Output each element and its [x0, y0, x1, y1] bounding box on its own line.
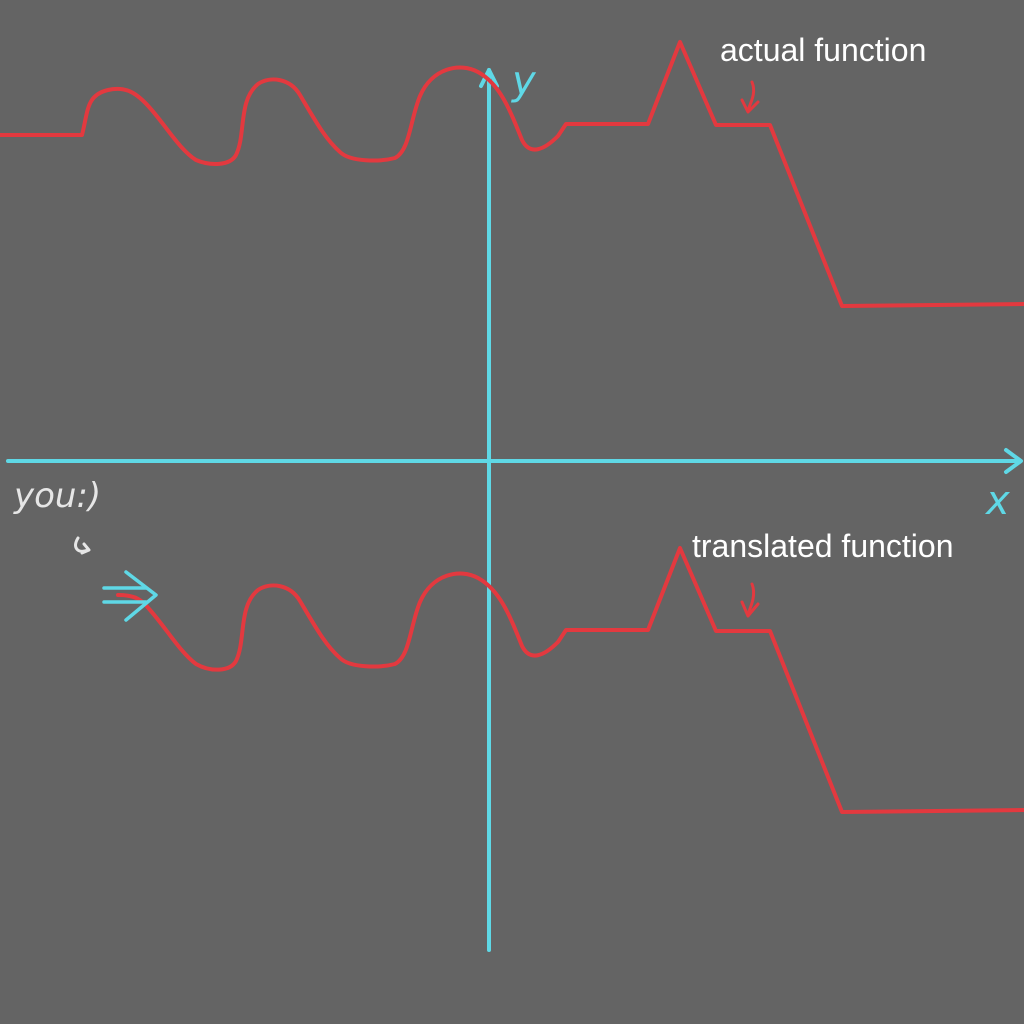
actual-function-label: actual function — [720, 32, 926, 69]
y-axis-label: y — [512, 58, 536, 104]
translated-label-arrow — [742, 584, 758, 616]
you-annotation: you:) — [14, 476, 101, 516]
x-axis-label: x — [986, 478, 1010, 524]
curly-arrow-icon — [76, 538, 89, 553]
translated-function-curve — [118, 548, 1024, 812]
translated-function-label: translated function — [692, 528, 954, 565]
coordinate-axes — [8, 70, 1021, 950]
actual-label-arrow — [742, 82, 758, 112]
